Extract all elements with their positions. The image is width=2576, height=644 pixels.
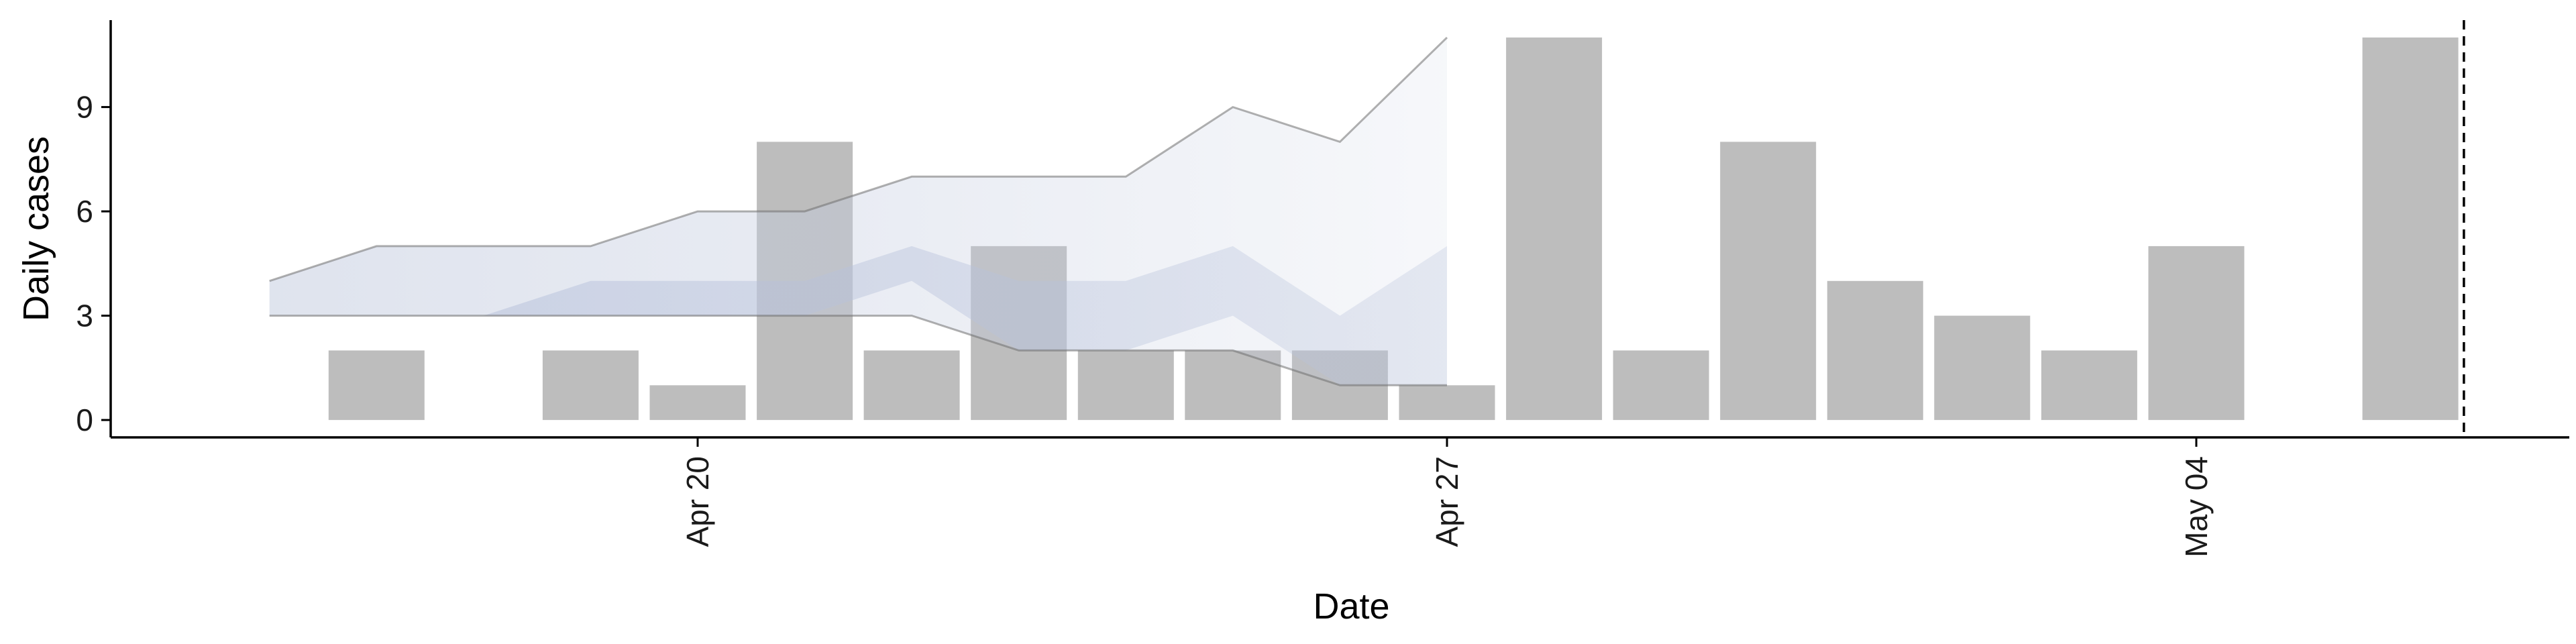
bar-2020-04-29 <box>1613 350 1709 421</box>
bar-2020-04-24 <box>1077 350 1174 421</box>
x-tick-label-Apr 27: Apr 27 <box>1430 456 1464 547</box>
inner-uncertainty-band <box>483 246 1447 386</box>
y-tick-label-0: 0 <box>76 402 93 437</box>
y-axis-title: Daily cases <box>16 136 56 321</box>
x-tick-label-May 04: May 04 <box>2179 456 2214 557</box>
outer-band-lower-line <box>269 315 1447 386</box>
x-tick-label-Apr 20: Apr 20 <box>680 456 715 547</box>
bars-layer <box>328 37 2459 421</box>
bar-2020-05-06 <box>2362 37 2459 421</box>
y-tick-label-9: 9 <box>76 90 93 125</box>
bar-2020-04-17 <box>328 350 425 421</box>
axes-layer: 0 3 6 9 Apr 20 Apr 27 May 04 <box>76 20 2569 557</box>
bar-2020-04-30 <box>1720 142 1817 421</box>
bands-layer <box>269 36 1448 386</box>
bar-2020-04-20 <box>649 385 746 421</box>
bar-2020-04-28 <box>1506 37 1603 421</box>
bar-2020-05-01 <box>1827 280 1923 421</box>
bar-2020-04-25 <box>1185 350 1281 421</box>
bar-2020-04-19 <box>542 350 639 421</box>
y-tick-label-6: 6 <box>76 194 93 229</box>
outer-band-upper-line <box>269 36 1448 282</box>
bar-2020-05-02 <box>1934 315 2031 421</box>
bar-2020-04-27 <box>1399 385 1495 421</box>
bar-2020-04-22 <box>863 350 960 421</box>
x-axis-title: Date <box>1313 586 1389 627</box>
y-tick-label-3: 3 <box>76 299 93 333</box>
bar-2020-05-03 <box>2041 350 2137 421</box>
bar-2020-05-04 <box>2148 246 2245 421</box>
